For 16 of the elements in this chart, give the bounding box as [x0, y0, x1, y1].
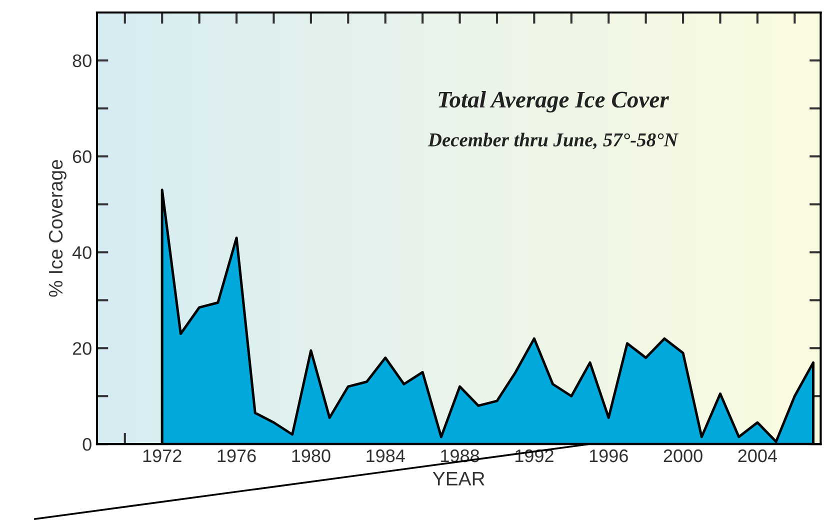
text: Total Average Ice Cover — [438, 91, 670, 112]
x-tick-label: 1976 — [218, 449, 256, 462]
y-tick-label: 20 — [72, 342, 92, 355]
y-tick-label: 40 — [72, 246, 92, 259]
x-tick-label: 1984 — [366, 449, 405, 462]
text: December thru June, 57°-58°N — [428, 132, 678, 150]
x-axis-title: YEAR — [432, 472, 484, 486]
x-tick-label: 1996 — [590, 449, 628, 462]
y-tick-label: 0 — [82, 438, 92, 451]
x-tick-label: 2000 — [664, 449, 702, 462]
y-tick-label: 80 — [72, 54, 92, 68]
x-tick-label: 2004 — [738, 449, 778, 462]
y-axis-title: % Ice Coverage — [48, 160, 66, 297]
y-tick-label: 60 — [72, 150, 92, 164]
x-tick-label: 1972 — [143, 449, 182, 462]
x-tick-label: 1980 — [292, 449, 330, 462]
